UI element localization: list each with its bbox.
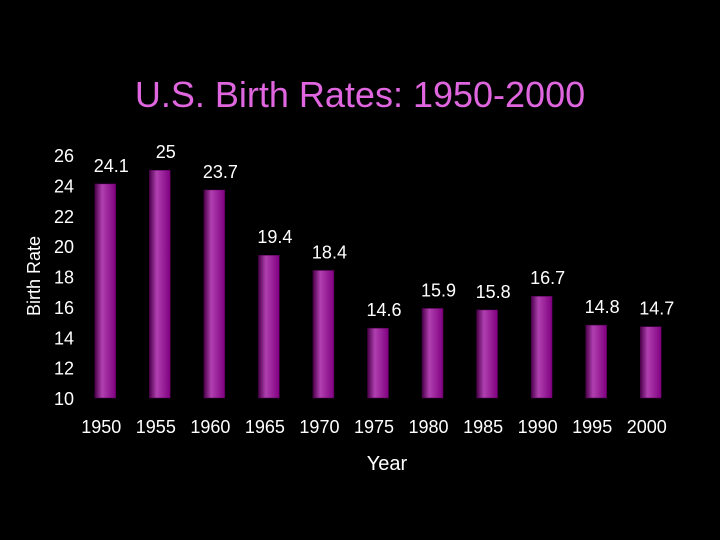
bar (312, 270, 335, 399)
bars (94, 169, 662, 399)
x-tick-label: 1995 (572, 417, 612, 437)
bar (367, 327, 389, 399)
y-tick-label: 12 (54, 359, 74, 379)
chart-title: U.S. Birth Rates: 1950-2000 (134, 74, 586, 115)
y-tick-label: 10 (54, 389, 74, 409)
y-axis-label: Birth Rate (24, 236, 44, 316)
x-tick-label: 2000 (627, 417, 667, 437)
x-tick-label: 1965 (245, 417, 285, 437)
data-label: 16.7 (530, 268, 565, 288)
bar (94, 183, 117, 399)
data-label: 19.4 (257, 227, 292, 247)
y-tick-label: 24 (54, 176, 74, 196)
data-label: 23.7 (203, 162, 238, 182)
x-tick-label: 1975 (354, 417, 394, 437)
y-axis-ticks: 26 24 22 20 18 16 14 12 10 (54, 146, 74, 409)
x-tick-label: 1950 (81, 417, 121, 437)
x-axis-ticks: 1950 1955 1960 1965 1970 1975 1980 1985 1990 1995… (81, 417, 667, 437)
bar (258, 254, 280, 399)
x-tick-label: 1955 (136, 417, 176, 437)
x-tick-label: 1960 (190, 417, 230, 437)
data-label: 18.4 (312, 242, 347, 262)
bar (476, 309, 498, 399)
data-label: 25 (156, 142, 176, 162)
data-labels: 24.1 25 23.7 19.4 18.4 14.6 15.9 15.8 16.7 14.8 14… (94, 142, 675, 320)
data-label: 15.8 (476, 282, 511, 302)
x-tick-label: 1980 (409, 417, 449, 437)
y-tick-label: 22 (54, 207, 74, 227)
data-label: 15.9 (421, 280, 456, 300)
x-tick-label: 1970 (299, 417, 339, 437)
bar (585, 324, 607, 399)
y-tick-label: 20 (54, 237, 74, 257)
x-axis-label: Year (367, 453, 408, 475)
data-label: 14.6 (366, 300, 401, 320)
y-tick-label: 26 (54, 146, 74, 166)
y-tick-label: 18 (54, 268, 74, 288)
data-label: 14.8 (585, 297, 620, 317)
y-tick-label: 16 (54, 298, 74, 318)
x-tick-label: 1985 (463, 417, 503, 437)
y-tick-label: 14 (54, 328, 74, 348)
bar (421, 308, 444, 399)
data-label: 24.1 (94, 156, 129, 176)
bar (203, 189, 226, 399)
bar (530, 295, 553, 399)
bar (149, 169, 171, 399)
x-tick-label: 1990 (518, 417, 558, 437)
bar (639, 326, 662, 399)
data-label: 14.7 (639, 299, 674, 319)
